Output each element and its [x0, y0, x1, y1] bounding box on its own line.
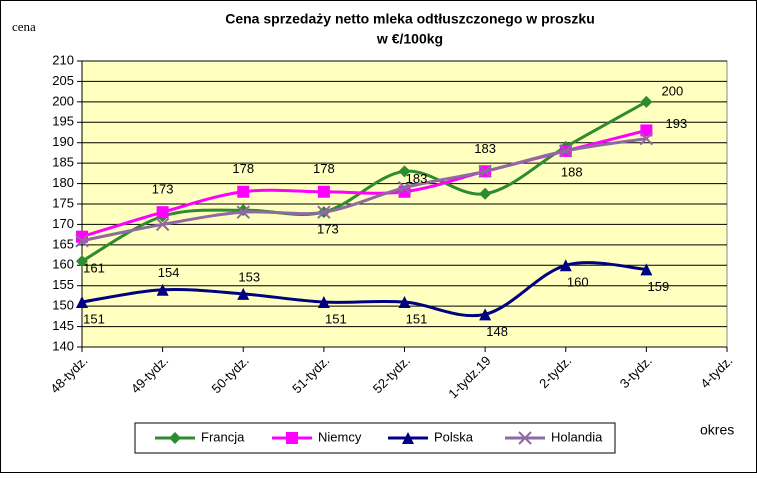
marker — [559, 259, 572, 272]
marker — [640, 95, 653, 108]
data-label: 183 — [406, 171, 428, 186]
marker — [478, 164, 492, 179]
marker — [640, 263, 653, 276]
y-tick-label: 165 — [52, 236, 74, 251]
data-label: 200 — [662, 83, 684, 98]
legend-marker — [286, 432, 298, 444]
legend-marker — [518, 431, 532, 445]
data-label: 173 — [317, 222, 339, 237]
chart-subtitle: w €/100kg — [376, 31, 443, 47]
marker — [398, 165, 411, 178]
marker — [156, 206, 169, 219]
marker — [640, 124, 653, 137]
marker — [237, 287, 250, 300]
marker — [479, 187, 492, 200]
marker — [559, 144, 573, 158]
marker — [76, 296, 88, 309]
legend-label: Polska — [434, 429, 474, 444]
marker — [639, 131, 654, 146]
y-axis-label: cena — [12, 19, 36, 34]
marker — [317, 296, 330, 309]
data-label: 183 — [474, 141, 496, 156]
data-label: 159 — [648, 279, 670, 294]
y-tick-label: 200 — [52, 93, 74, 108]
marker — [397, 180, 412, 195]
y-tick-label: 170 — [52, 216, 74, 231]
data-label: 161 — [83, 261, 105, 276]
data-label: 151 — [325, 311, 347, 326]
legend-label: Francja — [201, 429, 245, 444]
series-line — [81, 261, 647, 318]
data-label: 154 — [158, 265, 180, 280]
marker — [76, 255, 88, 268]
data-label: 151 — [406, 311, 428, 326]
chart-title: Cena sprzedaży netto mleka odtłuszczoneg… — [225, 11, 595, 27]
y-tick-label: 210 — [52, 52, 74, 67]
marker — [75, 234, 89, 248]
data-label: 173 — [152, 182, 174, 197]
data-label: 151 — [83, 311, 105, 326]
data-label: 160 — [567, 275, 589, 290]
data-label: 153 — [238, 269, 260, 284]
data-label: 148 — [486, 324, 508, 339]
marker — [237, 185, 250, 198]
legend-label: Holandia — [551, 429, 603, 444]
legend-label: Niemcy — [318, 429, 362, 444]
marker — [479, 308, 492, 321]
y-tick-label: 190 — [52, 134, 74, 149]
data-label: 178 — [313, 161, 335, 176]
y-tick-label: 150 — [52, 298, 74, 313]
legend-marker — [169, 432, 181, 444]
data-label: 188 — [561, 164, 583, 179]
marker — [156, 283, 169, 296]
y-tick-label: 140 — [52, 338, 74, 353]
y-tick-label: 145 — [52, 318, 74, 333]
x-axis-label: okres — [700, 422, 734, 438]
y-tick-label: 160 — [52, 257, 74, 272]
marker — [317, 205, 331, 219]
marker — [155, 217, 170, 232]
y-tick-label: 205 — [52, 73, 74, 88]
y-tick-label: 175 — [52, 195, 74, 210]
y-tick-label: 180 — [52, 175, 74, 190]
series-line — [81, 137, 647, 243]
y-tick-label: 155 — [52, 277, 74, 292]
marker — [398, 296, 411, 309]
y-tick-label: 195 — [52, 114, 74, 129]
y-tick-label: 185 — [52, 155, 74, 170]
data-label: 193 — [666, 116, 688, 131]
marker — [317, 185, 330, 198]
marker — [236, 205, 250, 219]
data-label: 178 — [232, 161, 254, 176]
legend-marker — [402, 432, 414, 444]
